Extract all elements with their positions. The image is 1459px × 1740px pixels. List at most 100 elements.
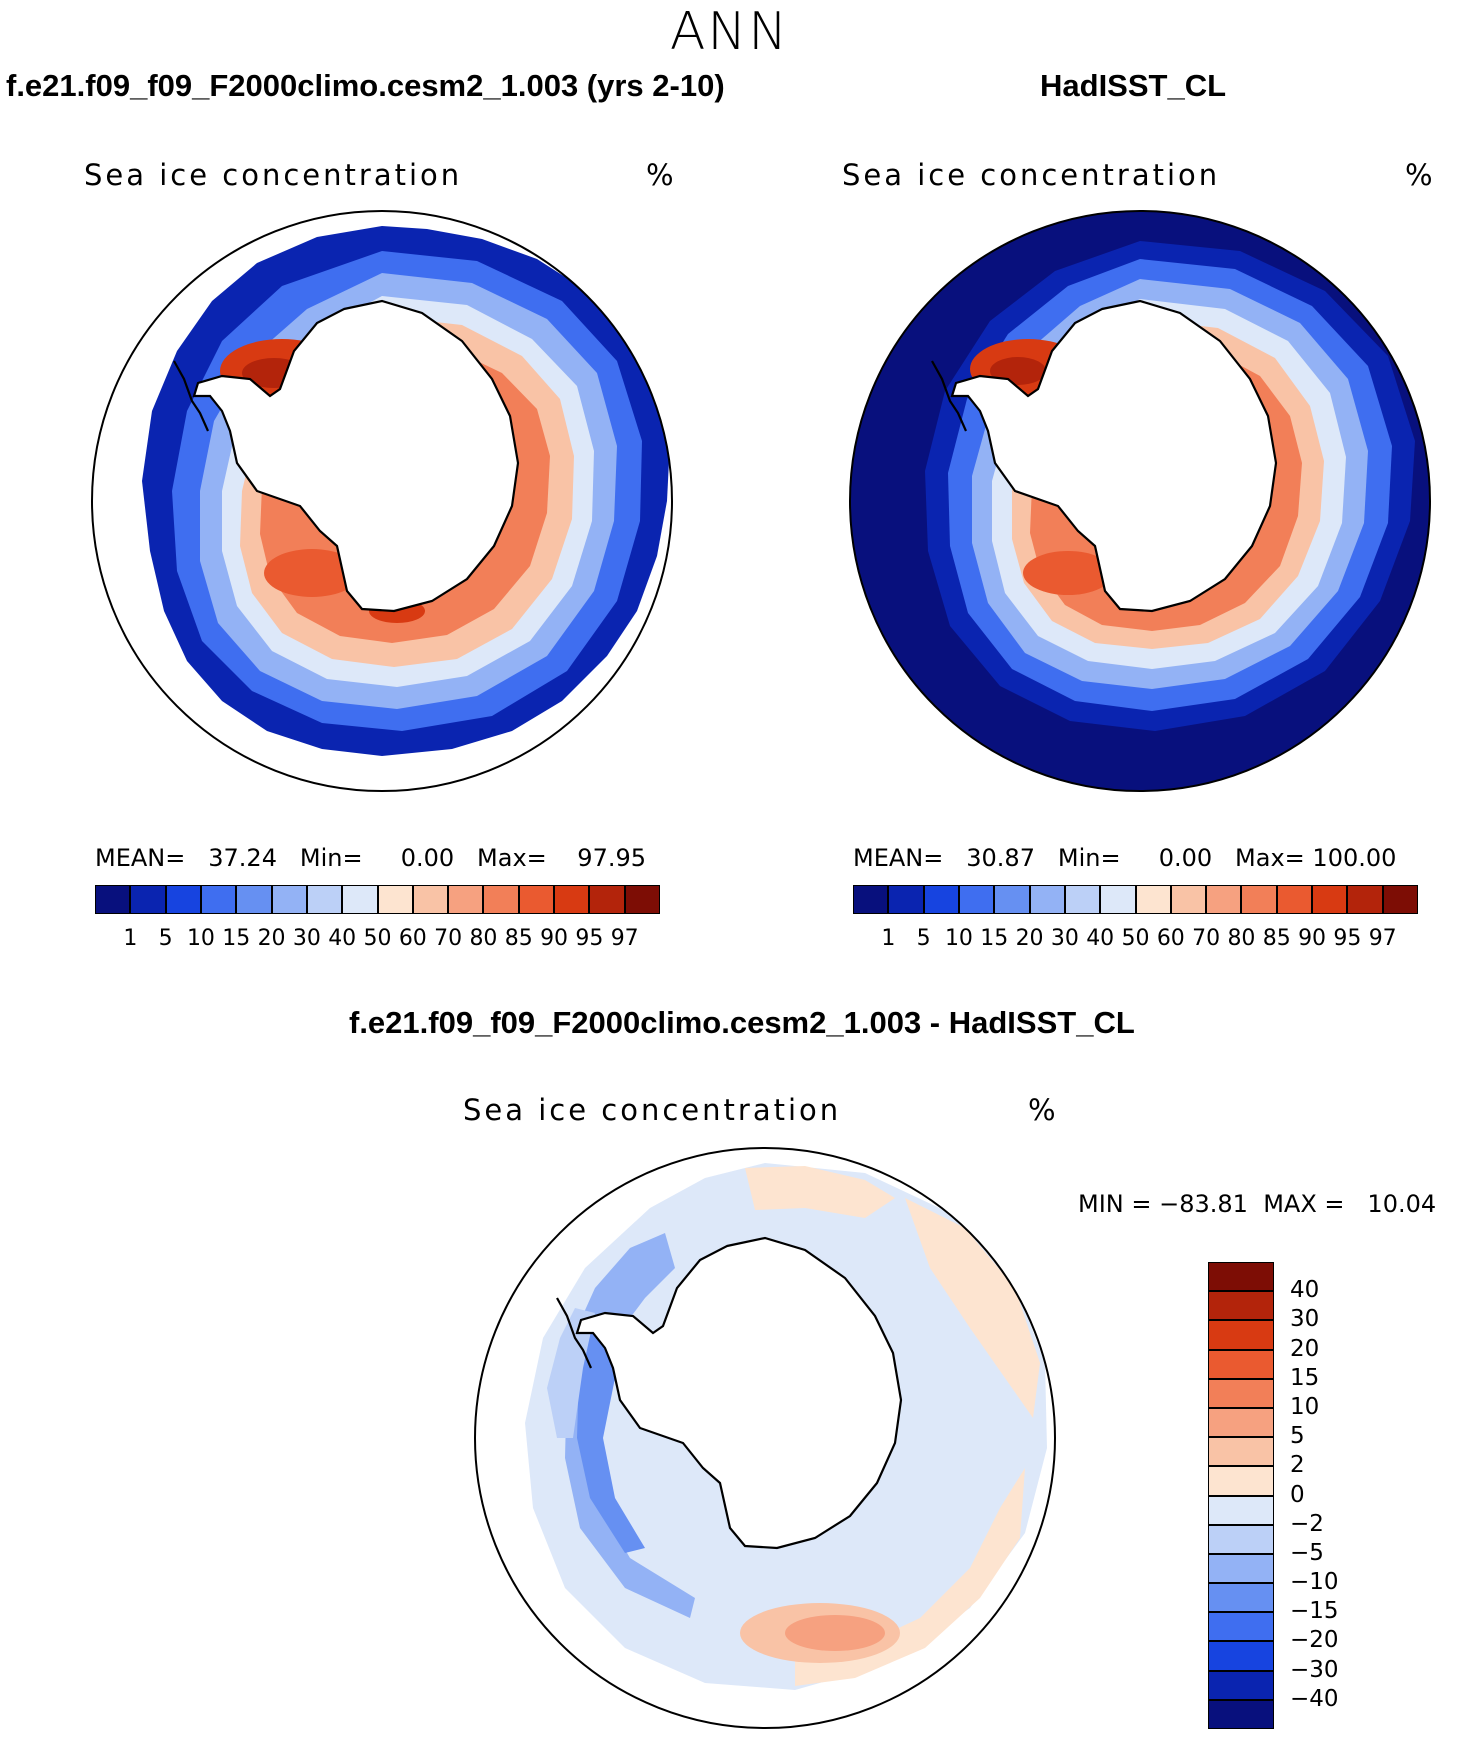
colorbar-tick-label: 40 <box>1086 926 1115 951</box>
colorbar-swatch-1-12 <box>1276 885 1313 914</box>
colorbar-tick-label: 5 <box>916 926 931 951</box>
diff-colorbar-swatch-4 <box>1208 1378 1274 1408</box>
diff-colorbar-swatch-1 <box>1208 1291 1274 1321</box>
diff-colorbar-tick-label: −30 <box>1290 1656 1339 1683</box>
colorbar-swatch-1-2 <box>923 885 959 914</box>
colorbar-tick-label: 20 <box>257 926 286 951</box>
diff-antarctica <box>575 1236 903 1550</box>
diff-colorbar-tick-label: 5 <box>1290 1423 1305 1450</box>
colorbar-swatch-0-9 <box>412 885 449 914</box>
colorbar-swatch-0-12 <box>518 885 555 914</box>
colorbar-tick-label: 1 <box>123 926 138 951</box>
diff-map-border <box>474 1147 1056 1729</box>
obs-antarctica <box>950 299 1278 613</box>
model-map <box>91 210 673 792</box>
diff-colorbar-swatch-2 <box>1208 1320 1274 1350</box>
colorbar-swatch-0-3 <box>200 885 237 914</box>
colorbar-swatch-1-5 <box>1029 885 1065 914</box>
diff-colorbar-ticks: 40 30 20 15 10 5 2 0 −2 −5 −10 −15 −20 −30 −40 <box>1290 1262 1370 1729</box>
colorbar-tick-label: 70 <box>1192 926 1221 951</box>
colorbar-swatch-0-10 <box>448 885 484 914</box>
colorbar-tick-label: 40 <box>328 926 357 951</box>
colorbar-tick-label: 5 <box>158 926 173 951</box>
figure-title: ANN <box>669 2 790 62</box>
colorbar-tick-label: 90 <box>1298 926 1327 951</box>
diff-colorbar-tick-label: 10 <box>1290 1393 1320 1420</box>
diff-colorbar-tick-label: −2 <box>1290 1510 1324 1537</box>
diff-variable-label: Sea ice concentration <box>463 1093 842 1127</box>
colorbar-swatch-0-1 <box>130 885 166 914</box>
colorbar-swatch-0-11 <box>483 885 519 914</box>
colorbar-swatch-0-14 <box>589 885 625 914</box>
colorbar-tick-label: 60 <box>1156 926 1185 951</box>
diff-colorbar-swatch-5 <box>1208 1407 1274 1438</box>
colorbar-swatch-0-4 <box>236 885 272 914</box>
colorbar-swatch-0-2 <box>165 885 201 914</box>
colorbar-swatch-1-4 <box>994 885 1030 914</box>
colorbar-tick-label: 95 <box>1333 926 1362 951</box>
colorbar-swatch-1-6 <box>1064 885 1101 914</box>
colorbar-swatch-0-6 <box>306 885 343 914</box>
colorbar-tick-label: 10 <box>186 926 215 951</box>
colorbar-tick-label: 60 <box>398 926 427 951</box>
colorbar-tick-label: 10 <box>944 926 973 951</box>
obs-variable-label: Sea ice concentration <box>842 158 1221 192</box>
model-panel-title: f.e21.f09_f09_F2000climo.cesm2_1.003 (yr… <box>6 68 725 103</box>
colorbar-swatch-0-13 <box>554 885 590 914</box>
obs-units-label: % <box>1405 158 1433 192</box>
colorbar-swatch-1-10 <box>1206 885 1242 914</box>
model-variable-label: Sea ice concentration <box>84 158 463 192</box>
obs-panel-title: HadISST_CL <box>1040 68 1227 103</box>
colorbar-tick-label: 30 <box>1050 926 1079 951</box>
diff-colorbar-tick-label: −20 <box>1290 1627 1339 1654</box>
colorbar-swatch-0-8 <box>377 885 413 914</box>
colorbar-tick-label: 80 <box>469 926 498 951</box>
diff-colorbar-tick-label: −10 <box>1290 1569 1339 1596</box>
colorbar-tick-label: 85 <box>504 926 533 951</box>
colorbar-tick-label: 85 <box>1262 926 1291 951</box>
diff-colorbar-swatch-14 <box>1208 1670 1274 1700</box>
obs-map-border <box>849 210 1431 792</box>
colorbar-swatch-1-3 <box>958 885 995 914</box>
diff-colorbar-tick-label: 30 <box>1290 1306 1320 1333</box>
diff-colorbar-swatch-7 <box>1208 1466 1274 1496</box>
colorbar-swatch-1-1 <box>888 885 924 914</box>
diff-colorbar-swatch-13 <box>1208 1641 1274 1671</box>
model-antarctica <box>192 299 520 613</box>
colorbar-tick-label: 70 <box>434 926 463 951</box>
obs-map <box>849 210 1431 792</box>
colorbar-swatch-0-5 <box>271 885 307 914</box>
diff-panel-title: f.e21.f09_f09_F2000climo.cesm2_1.003 - H… <box>349 1005 1135 1040</box>
diff-colorbar-tick-label: 40 <box>1290 1277 1320 1304</box>
diff-stats: MIN = −83.81 MAX = 10.04 <box>1078 1190 1437 1218</box>
colorbar-swatch-0-7 <box>342 885 378 914</box>
diff-colorbar-swatch-9 <box>1208 1524 1274 1554</box>
colorbar-tick-label: 15 <box>980 926 1009 951</box>
colorbar-tick-label: 97 <box>1368 926 1397 951</box>
obs-colorbar-ticks: 1 5 10 15 20 30 40 50 60 70 80 85 90 95 97 <box>853 926 1418 956</box>
diff-colorbar-swatch-8 <box>1208 1495 1274 1525</box>
colorbar-tick-label: 97 <box>610 926 639 951</box>
diff-map <box>474 1147 1056 1729</box>
diff-colorbar-tick-label: −40 <box>1290 1685 1339 1712</box>
colorbar-swatch-1-8 <box>1135 885 1171 914</box>
diff-colorbar-tick-label: 15 <box>1290 1364 1320 1391</box>
diff-colorbar-swatch-10 <box>1208 1553 1274 1584</box>
colorbar-tick-label: 90 <box>540 926 569 951</box>
diff-colorbar-tick-label: −5 <box>1290 1539 1324 1566</box>
diff-colorbar-tick-label: 2 <box>1290 1452 1305 1479</box>
colorbar-tick-label: 20 <box>1015 926 1044 951</box>
model-stats: MEAN= 37.24 Min= 0.00 Max= 97.95 <box>95 844 647 872</box>
diff-colorbar-swatch-11 <box>1208 1583 1274 1613</box>
model-colorbar <box>95 885 660 914</box>
obs-colorbar <box>853 885 1418 914</box>
diff-colorbar-swatch-0 <box>1208 1262 1274 1292</box>
colorbar-swatch-0-15 <box>624 885 660 914</box>
diff-colorbar-tick-label: 0 <box>1290 1481 1305 1508</box>
colorbar-swatch-1-0 <box>853 885 889 914</box>
colorbar-swatch-1-11 <box>1241 885 1277 914</box>
colorbar-tick-label: 50 <box>1121 926 1150 951</box>
model-map-border <box>91 210 673 792</box>
colorbar-tick-label: 1 <box>881 926 896 951</box>
diff-units-label: % <box>1028 1093 1056 1127</box>
